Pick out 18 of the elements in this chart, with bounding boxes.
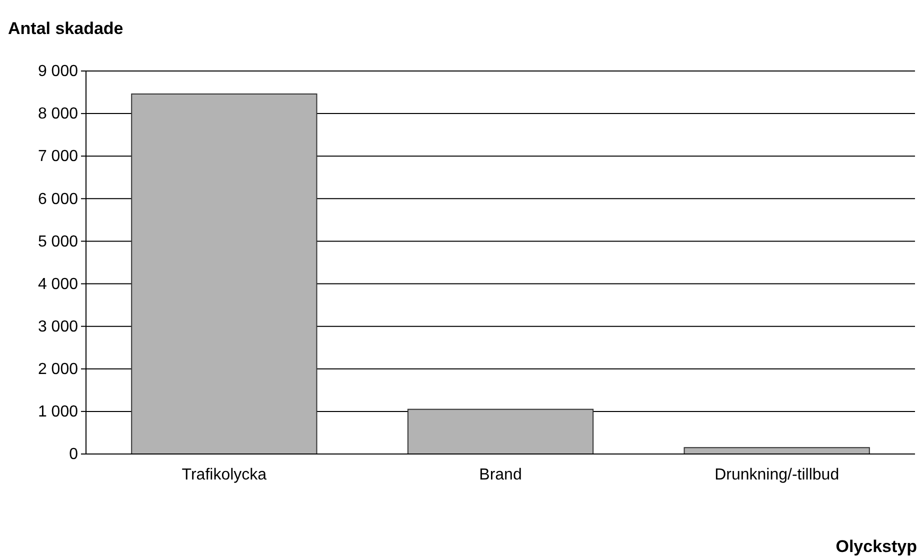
y-tick-label: 8 000 bbox=[38, 106, 78, 123]
x-axis-title: Olyckstyp bbox=[836, 537, 917, 556]
y-tick-label: 9 000 bbox=[38, 63, 78, 80]
x-tick-label: Drunkning/-tillbud bbox=[714, 466, 840, 484]
y-axis-title: Antal skadade bbox=[8, 19, 124, 38]
bar bbox=[684, 447, 870, 454]
y-tick-label: 0 bbox=[69, 446, 78, 464]
x-tick-label: Brand bbox=[479, 466, 522, 484]
bar bbox=[407, 408, 594, 454]
y-tick-label: 6 000 bbox=[38, 190, 78, 208]
y-tick-label: 7 000 bbox=[38, 148, 78, 166]
y-tick-label: 4 000 bbox=[38, 276, 78, 293]
bar bbox=[131, 93, 318, 454]
y-tick-label: 3 000 bbox=[38, 318, 78, 336]
y-tick-label: 2 000 bbox=[38, 361, 78, 378]
y-tick-label: 5 000 bbox=[38, 233, 78, 250]
x-tick-label: Trafikolycka bbox=[182, 466, 267, 484]
y-tick-label: 1 000 bbox=[38, 404, 78, 421]
